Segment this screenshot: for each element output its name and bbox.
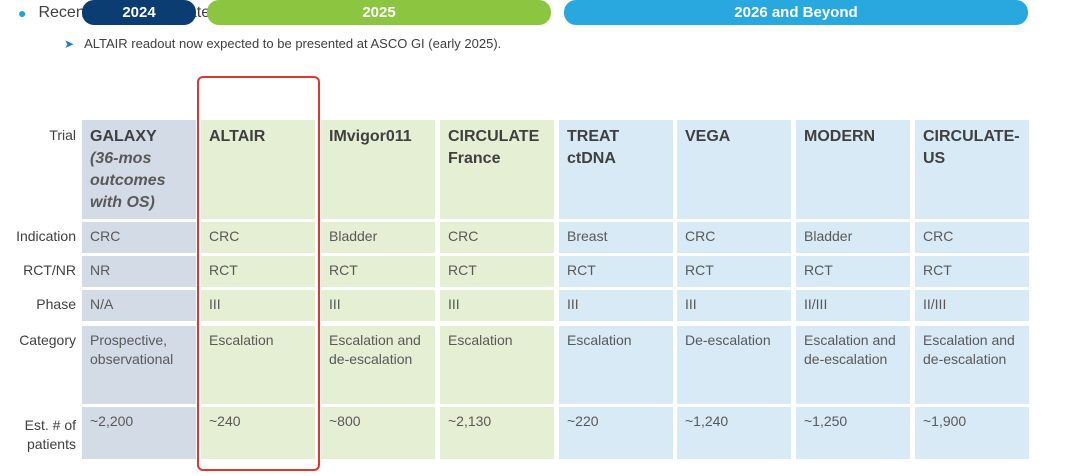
cell-category: Escalation and de-escalation [915,326,1029,404]
trial-header-cell: CIRCULATE France [440,120,554,219]
cell-phase: III [321,290,435,321]
cell-indication: Breast [559,222,673,253]
trial-name: CIRCULATE-US [923,128,1020,167]
period-pill-2024: 2024 [82,0,196,25]
cell-category: Prospective, observational [82,326,196,404]
cell-indication: Bladder [321,222,435,253]
cell-phase: III [559,290,673,321]
trial-name: IMvigor011 [329,128,412,145]
cell-rct: RCT [796,256,910,287]
cell-rct: RCT [915,256,1029,287]
trial-name: MODERN [804,128,876,145]
trial-subtitle: (36-mos outcomes with OS) [90,150,166,211]
cell-rct: RCT [677,256,791,287]
cell-patients: ~800 [321,407,435,459]
cell-category: Escalation [440,326,554,404]
cell-indication: CRC [915,222,1029,253]
trial-name: CIRCULATE France [448,128,540,167]
cell-category: Escalation and de-escalation [321,326,435,404]
cell-indication: CRC [201,222,315,253]
row-label-rct: RCT/NR [23,262,76,278]
row-label-patients: Est. # of patients [24,417,76,452]
row-label-category: Category [19,332,76,348]
row-label-trial: Trial [49,127,76,143]
trial-header-cell: TREAT ctDNA [559,120,673,219]
cell-category: Escalation [559,326,673,404]
cell-phase: III [440,290,554,321]
cell-rct: RCT [201,256,315,287]
cell-indication: CRC [440,222,554,253]
cell-phase: III [677,290,791,321]
cell-rct: RCT [559,256,673,287]
cell-indication: CRC [82,222,196,253]
cell-rct: RCT [321,256,435,287]
cell-patients: ~2,130 [440,407,554,459]
cell-category: De-escalation [677,326,791,404]
cell-patients: ~1,240 [677,407,791,459]
arrow-bullet-icon: ➤ [64,36,75,51]
trial-header-cell: GALAXY (36-mos outcomes with OS) [82,120,196,219]
altair-highlight-box [197,76,320,471]
trial-header-cell: MODERN [796,120,910,219]
trial-name: VEGA [685,128,731,145]
cell-patients: ~2,200 [82,407,196,459]
trial-name: TREAT ctDNA [567,128,620,167]
cell-phase: II/III [915,290,1029,321]
cell-phase: N/A [82,290,196,321]
sub-bullet-text: ALTAIR readout now expected to be presen… [84,36,502,51]
cell-rct: RCT [440,256,554,287]
cell-indication: Bladder [796,222,910,253]
cell-indication: CRC [677,222,791,253]
row-label-indication: Indication [16,228,76,244]
trial-name: GALAXY [90,128,157,145]
trial-header-cell: ALTAIR [201,120,315,219]
period-pill-2026: 2026 and Beyond [564,0,1028,25]
cell-patients: ~220 [559,407,673,459]
cell-patients: ~1,900 [915,407,1029,459]
trial-header-cell: IMvigor011 [321,120,435,219]
cell-patients: ~240 [201,407,315,459]
trial-name: ALTAIR [209,128,266,145]
cell-rct: NR [82,256,196,287]
bullet-dot-icon: ● [18,5,27,21]
cell-phase: II/III [796,290,910,321]
row-label-phase: Phase [36,296,76,312]
trial-header-cell: VEGA [677,120,791,219]
cell-patients: ~1,250 [796,407,910,459]
trial-header-cell: CIRCULATE-US [915,120,1029,219]
sub-bullet-line: ➤ ALTAIR readout now expected to be pres… [64,36,501,51]
cell-phase: III [201,290,315,321]
cell-category: Escalation and de-escalation [796,326,910,404]
cell-category: Escalation [201,326,315,404]
period-pill-2025: 2025 [207,0,551,25]
